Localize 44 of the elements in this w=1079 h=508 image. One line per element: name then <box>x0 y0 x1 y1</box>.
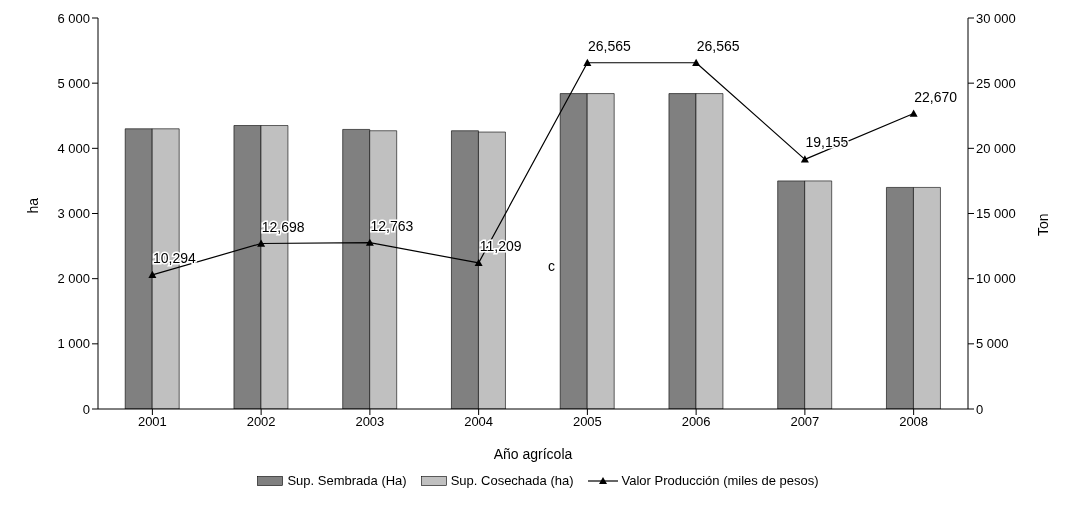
point <box>474 258 483 267</box>
x-tick-label: 2002 <box>246 414 276 430</box>
data-label: 22,670 <box>914 88 958 105</box>
data-label: 26,565 <box>587 37 631 54</box>
y-tick-label: 1 000 <box>57 336 90 352</box>
y-tick-label: 0 <box>82 401 90 417</box>
y-tick-label: 5 000 <box>57 75 90 91</box>
y2-tick-label: 15 000 <box>976 206 1016 222</box>
y-tick-label: 3 000 <box>57 206 90 222</box>
x-tick-label: 2004 <box>464 414 494 430</box>
data-label: 10,294 <box>152 249 196 266</box>
point <box>257 239 266 247</box>
y-tick-label: 6 000 <box>57 10 90 26</box>
data-label: 26,565 <box>696 37 740 54</box>
x-tick-label: 2001 <box>137 414 167 430</box>
y2-tick-label: 25 000 <box>976 75 1016 91</box>
y2-tick-label: 20 000 <box>976 140 1016 156</box>
legend-label: Sup. Cosechada (ha) <box>450 473 574 488</box>
y2-axis-title: Ton <box>1034 213 1051 237</box>
point <box>148 270 157 279</box>
point <box>365 238 374 246</box>
y2-tick-label: 5 000 <box>976 336 1009 352</box>
y-axis-title: ha <box>24 197 41 214</box>
y2-tick-label: 10 000 <box>976 271 1016 287</box>
data-label: 19,155 <box>805 134 849 151</box>
annotation: c <box>548 258 555 274</box>
x-tick-label: 2008 <box>899 414 929 430</box>
legend-label: Sup. Sembrada (Ha) <box>287 473 407 488</box>
y2-tick-label: 30 000 <box>976 10 1016 26</box>
point <box>909 109 918 117</box>
point <box>583 58 592 66</box>
x-tick-label: 2007 <box>790 414 820 430</box>
legend-label: Valor Producción (miles de pesos) <box>621 473 819 488</box>
point <box>800 155 809 163</box>
x-axis-title: Año agrícola <box>493 446 573 462</box>
y2-tick-label: 0 <box>976 401 984 417</box>
x-tick-label: 2003 <box>355 414 385 430</box>
y-tick-label: 4 000 <box>57 140 90 156</box>
point <box>692 58 701 66</box>
data-label: 12,698 <box>261 218 305 235</box>
data-label: 12,763 <box>370 217 414 234</box>
x-tick-label: 2006 <box>681 414 711 430</box>
x-tick-label: 2005 <box>572 414 602 430</box>
y-tick-label: 2 000 <box>57 271 90 287</box>
